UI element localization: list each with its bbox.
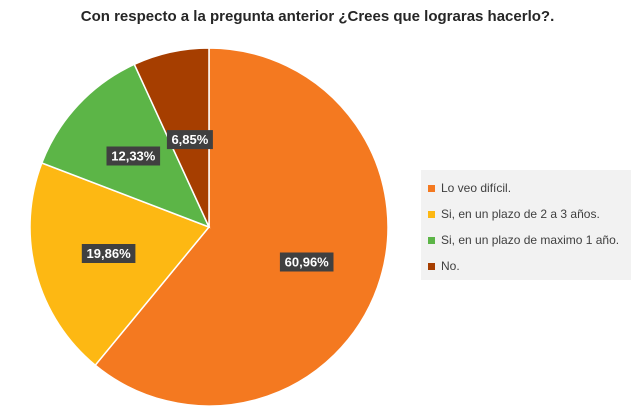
data-label-no: 6,85% — [166, 130, 213, 150]
legend-swatch-no — [428, 262, 435, 270]
data-label-box — [106, 146, 161, 166]
data-label-2-a-3-anos: 19,86% — [81, 244, 136, 263]
legend-item-2-a-3-anos: Si, en un plazo de 2 a 3 años. — [428, 206, 600, 222]
data-label-text: 12,33% — [111, 149, 156, 164]
legend-swatch-lo-veo-dificil — [428, 184, 435, 192]
legend-swatch-2-a-3-anos — [428, 210, 435, 218]
legend: Lo veo difícil. Si, en un plazo de 2 a 3… — [421, 170, 631, 280]
legend-swatch-maximo-1-ano — [428, 236, 435, 244]
legend-label: Lo veo difícil. — [441, 181, 512, 195]
data-label-text: 60,96% — [285, 255, 330, 270]
data-label-lo-veo-dificil: 60,96% — [279, 252, 334, 272]
pie-slice-maximo-1-ano — [40, 63, 211, 229]
data-label-box — [279, 252, 334, 272]
data-label-box — [81, 244, 136, 263]
chart-title: Con respecto a la pregunta anterior ¿Cre… — [80, 8, 555, 25]
legend-item-maximo-1-ano: Si, en un plazo de maximo 1 año. — [428, 232, 619, 248]
legend-label: Si, en un plazo de maximo 1 año. — [441, 233, 620, 247]
legend-item-no: No. — [428, 258, 460, 274]
data-label-text: 19,86% — [87, 246, 132, 261]
legend-label: Si, en un plazo de 2 a 3 años. — [441, 207, 600, 221]
data-label-maximo-1-ano: 12,33% — [106, 146, 161, 166]
data-label-text: 6,85% — [171, 132, 208, 147]
data-label-box — [166, 130, 213, 150]
legend-label: No. — [441, 259, 460, 273]
pie-slice-2-a-3-anos — [29, 162, 211, 367]
pie-slice-lo-veo-dificil — [94, 47, 389, 407]
legend-item-lo-veo-dificil: Lo veo difícil. — [428, 180, 511, 196]
